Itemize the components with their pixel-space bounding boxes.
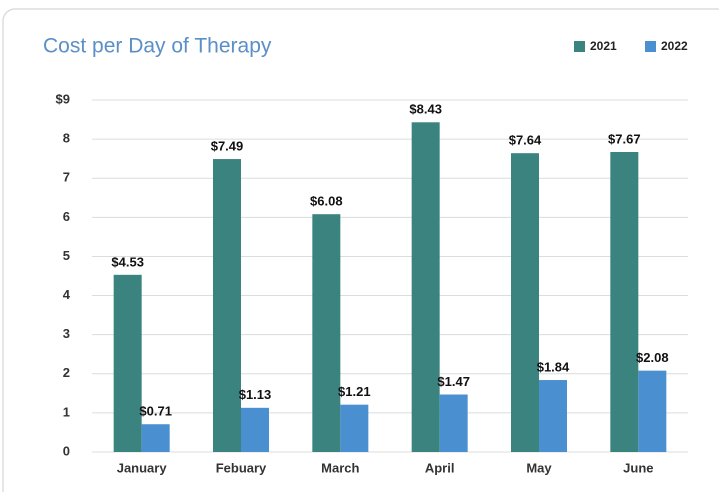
y-tick-label: 4 <box>63 287 71 302</box>
value-label: $1.47 <box>437 374 470 389</box>
bar <box>213 159 241 452</box>
legend-swatch <box>574 41 585 52</box>
y-tick-label: 1 <box>63 404 70 419</box>
y-tick-label: 6 <box>63 209 70 224</box>
y-tick-label: 7 <box>63 170 70 185</box>
bar <box>439 394 468 452</box>
bar <box>638 370 667 452</box>
card <box>2 8 719 492</box>
bar <box>241 407 269 452</box>
bar <box>312 214 341 452</box>
y-tick-label: $9 <box>56 91 70 106</box>
value-label: $1.13 <box>239 387 272 402</box>
y-tick-label: 2 <box>63 365 70 380</box>
value-label: $1.84 <box>537 359 570 374</box>
bar <box>610 152 639 453</box>
bar <box>141 424 170 452</box>
value-label: $6.08 <box>310 194 343 209</box>
x-tick-label: June <box>623 460 653 475</box>
y-tick-label: 5 <box>63 248 70 263</box>
bar <box>340 404 369 452</box>
value-label: $8.43 <box>409 102 442 117</box>
value-label: $7.67 <box>608 131 641 146</box>
value-label: $1.21 <box>338 384 371 399</box>
value-label: $0.71 <box>139 404 172 419</box>
y-tick-label: 3 <box>63 326 70 341</box>
x-tick-label: Febuary <box>216 460 267 475</box>
bar <box>539 380 567 452</box>
y-tick-label: 8 <box>63 131 70 146</box>
x-tick-label: March <box>321 460 359 475</box>
bar <box>511 153 539 453</box>
bar <box>113 274 142 452</box>
value-label: $7.64 <box>509 133 542 148</box>
x-tick-label: January <box>117 460 168 475</box>
x-tick-label: May <box>526 460 552 475</box>
value-label: $2.08 <box>636 350 669 365</box>
value-label: $7.49 <box>211 138 244 153</box>
bar <box>411 122 440 452</box>
legend-label: 2022 <box>661 39 688 53</box>
x-tick-label: April <box>425 460 455 475</box>
legend-label: 2021 <box>590 39 617 53</box>
y-tick-label: 0 <box>63 443 70 458</box>
legend-swatch <box>645 41 656 52</box>
value-label: $4.53 <box>111 254 144 269</box>
chart-title: Cost per Day of Therapy <box>43 35 272 58</box>
